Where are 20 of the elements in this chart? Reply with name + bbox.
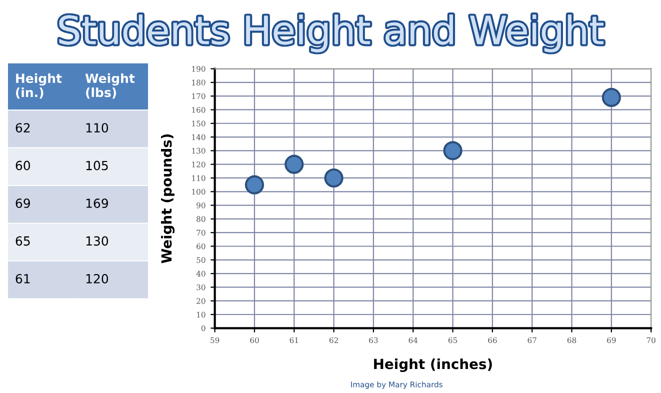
text: 62 (16, 123, 30, 133)
text: 61 (16, 274, 30, 284)
text: 169 (86, 198, 108, 208)
chart-title: Students Height and Weight (59, 14, 604, 52)
x-axis-title: Height (inches) (374, 358, 492, 372)
text: 65 (16, 236, 30, 246)
point (284, 154, 304, 174)
text: 120 (86, 274, 108, 284)
text: 130 (86, 236, 108, 246)
text: 110 (86, 123, 108, 133)
point (324, 168, 344, 188)
y-axis-title: Weight (pounds) (161, 134, 175, 264)
point (602, 88, 621, 107)
text: 69 (16, 198, 30, 208)
text: Height (in.) (16, 73, 62, 99)
text: Weight (lbs) (85, 73, 135, 99)
text: 60 (16, 160, 30, 170)
point (443, 141, 462, 160)
point (244, 175, 264, 194)
text: 105 (86, 160, 108, 170)
